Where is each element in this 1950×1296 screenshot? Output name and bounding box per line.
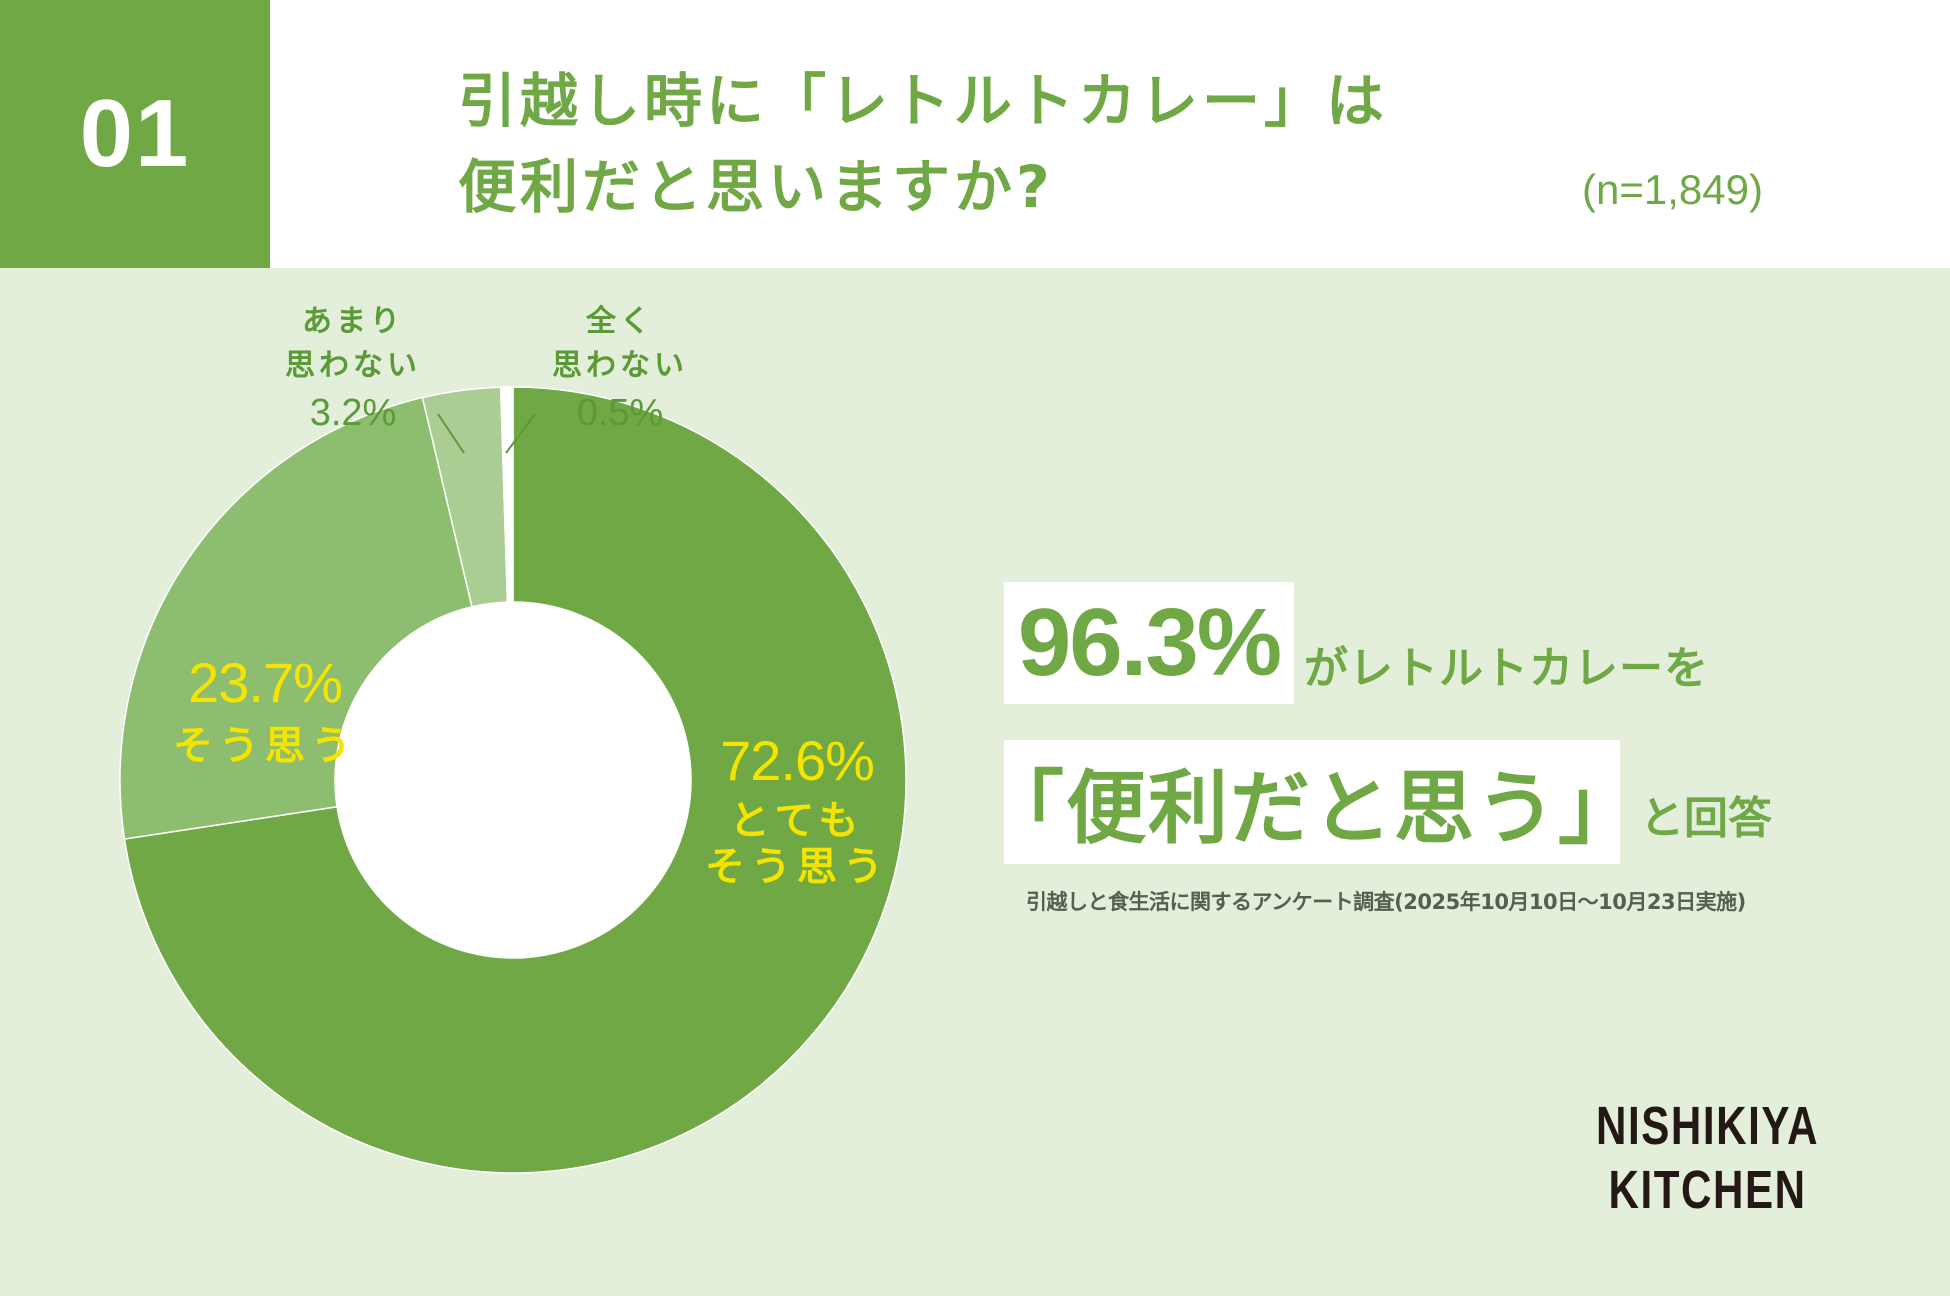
question-number-block: 01 [0, 0, 270, 268]
header: 01 引越し時に「レトルトカレー」は 便利だと思いますか? (n=1,849) [0, 0, 1950, 268]
headline-suffix-2: と回答 [1640, 793, 1772, 844]
headline-percent: 96.3% [1017, 589, 1282, 696]
page-title: 引越し時に「レトルトカレー」は 便利だと思いますか? [458, 58, 1458, 230]
label-somewhat: 23.7% そう思う [173, 651, 357, 770]
headline-quote: 「便利だと思う」 [984, 762, 1640, 855]
headline-percent-box: 96.3% [1004, 582, 1294, 704]
headline-suffix-1: がレトルトカレーを [1304, 643, 1709, 694]
question-number: 01 [79, 80, 191, 187]
label-not-really: あまり 思わない 3.2% [285, 304, 421, 434]
donut-hole [335, 602, 691, 958]
leader-line-not-really [437, 413, 465, 454]
chart-area: あまり 思わない 3.2% 全く 思わない 0.5% 23.7% そう思う 72… [0, 268, 1950, 1296]
label-very: 72.6% とても そう思う [705, 729, 889, 891]
donut-chart [119, 386, 907, 1174]
sample-size: (n=1,849) [1582, 166, 1763, 213]
slice-somewhat [119, 396, 473, 840]
leader-line-not-at-all [505, 413, 536, 454]
headline-quote-box: 「便利だと思う」 [984, 740, 1638, 864]
label-not-at-all: 全く 思わない 0.5% [552, 304, 688, 434]
brand-logo: NISHIKIYA KITCHEN [1596, 1096, 1820, 1220]
title-line-1: 引越し時に「レトルトカレー」は [458, 67, 1389, 135]
title-line-2: 便利だと思いますか? [458, 153, 1054, 221]
source-note: 引越しと食生活に関するアンケート調査(2025年10月10日〜10月23日実施) [1026, 890, 1746, 914]
